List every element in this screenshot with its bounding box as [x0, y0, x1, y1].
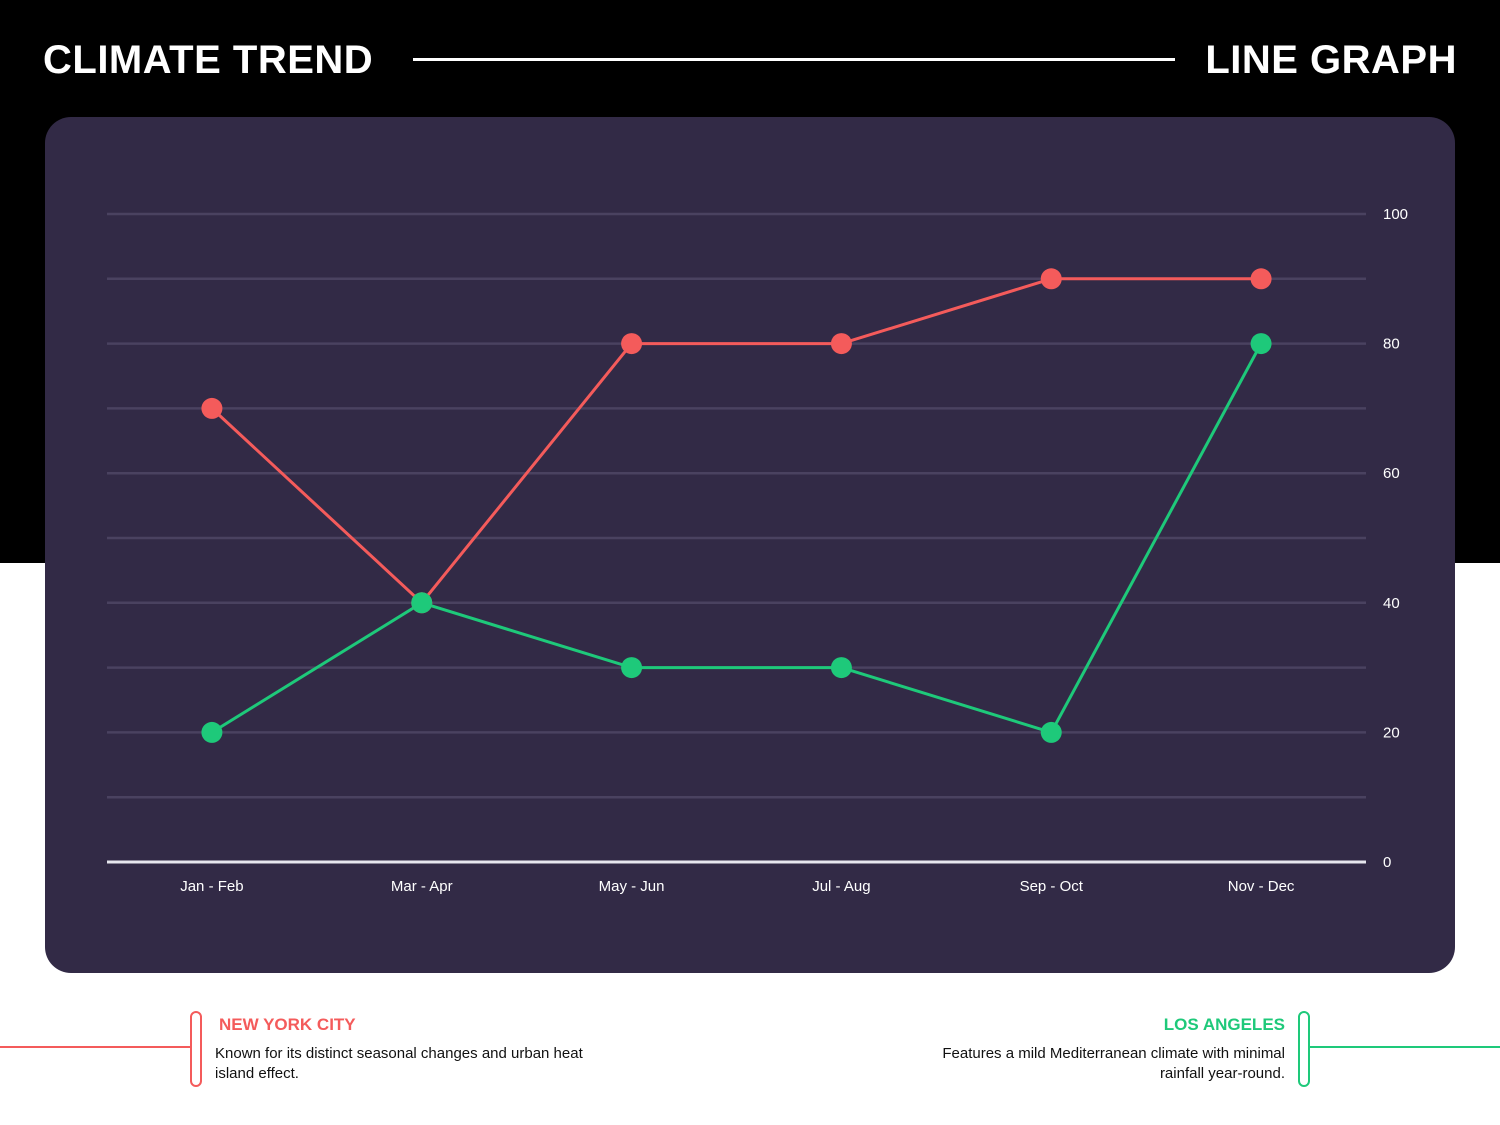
y-tick-label: 40: [1383, 595, 1400, 612]
la-legend-description: Features a mild Mediterranean climate wi…: [942, 1045, 1285, 1082]
nyc-series-line: [210, 277, 1262, 605]
x-tick-label: Jan - Feb: [180, 878, 243, 895]
nyc-legend-marker: [190, 1011, 202, 1087]
la-legend-marker: [1298, 1011, 1310, 1087]
la-data-point: [621, 657, 643, 679]
y-tick-label: 80: [1383, 336, 1400, 353]
la-data-point: [201, 721, 223, 743]
y-tick-label: 20: [1383, 724, 1400, 741]
nyc-legend-description: Known for its distinct seasonal changes …: [215, 1045, 583, 1082]
y-tick-label: 0: [1383, 854, 1391, 871]
x-tick-label: May - Jun: [599, 878, 665, 895]
title-divider: [413, 58, 1175, 61]
la-data-point: [1040, 721, 1062, 743]
chart-card: 0 20 40 60 80 100 Jan - Feb Mar - Apr May - Jun J…: [45, 117, 1455, 973]
nyc-data-point: [1040, 268, 1062, 290]
x-tick-label: Sep - Oct: [1020, 878, 1084, 895]
x-tick-label: Jul - Aug: [812, 878, 870, 895]
x-tick-label: Nov - Dec: [1228, 878, 1295, 895]
x-tick-label: Mar - Apr: [391, 878, 453, 895]
y-tick-label: 100: [1383, 206, 1408, 223]
line-chart: 0 20 40 60 80 100 Jan - Feb Mar - Apr May - Jun J…: [107, 206, 1408, 895]
la-series-line: [211, 342, 1263, 734]
nyc-data-point: [1250, 268, 1272, 290]
la-legend-line: [1308, 1046, 1500, 1048]
page-title: CLIMATE TREND: [43, 38, 374, 82]
chart-type-title: LINE GRAPH: [1205, 38, 1457, 82]
nyc-data-point: [830, 333, 852, 355]
y-tick-label: 60: [1383, 465, 1400, 482]
la-data-point: [830, 657, 852, 679]
nyc-data-point: [621, 333, 643, 355]
la-data-point: [1250, 333, 1272, 355]
nyc-legend-line: [0, 1046, 192, 1048]
la-data-point: [411, 592, 433, 614]
nyc-legend-title: NEW YORK CITY: [219, 1015, 356, 1034]
la-legend-title: LOS ANGELES: [1163, 1015, 1285, 1034]
nyc-data-point: [201, 397, 223, 419]
